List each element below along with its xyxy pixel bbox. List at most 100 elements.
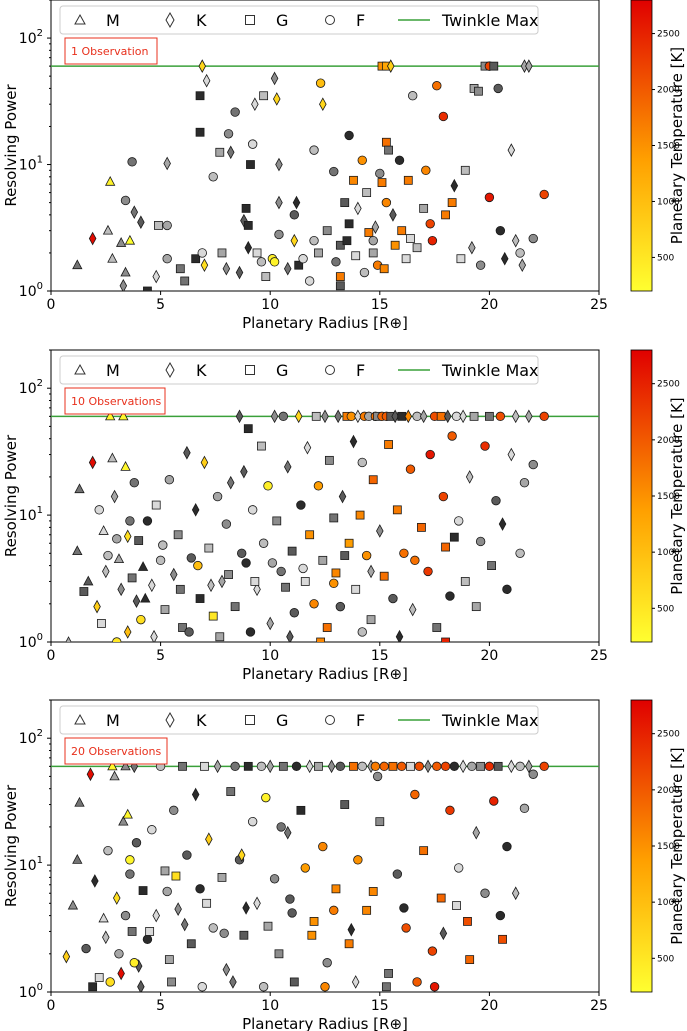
data-point-f-star [495, 411, 506, 422]
data-point-g-star [368, 248, 378, 258]
data-point-m-star [105, 175, 116, 186]
data-point-g-star [322, 226, 332, 236]
data-point-m-star [115, 237, 127, 247]
data-point-k-star [110, 489, 119, 504]
data-point-g-star [469, 411, 479, 421]
data-point-f-star [237, 548, 247, 559]
colorbar: 500 1000 1500 2000 2500 Planetary Temperature… [630, 699, 686, 993]
data-point-g-star [392, 505, 402, 515]
data-point-g-star [230, 602, 240, 612]
data-point-k-star [130, 205, 139, 220]
data-point-g-star [381, 137, 391, 147]
data-point-f-star [429, 982, 440, 992]
y-axis-label: Resolving Power [2, 784, 20, 907]
data-point-k-star [123, 529, 132, 544]
data-point-f-star [372, 771, 383, 782]
data-point-k-star [338, 489, 347, 504]
data-point-g-star [243, 424, 253, 434]
data-point-k-star [222, 261, 231, 276]
data-point-f-star [258, 982, 269, 992]
data-point-g-star [217, 248, 227, 258]
legend-label: M [106, 361, 120, 380]
data-point-k-star [518, 258, 527, 273]
data-point-k-star [439, 926, 448, 941]
data-point-g-star [368, 887, 378, 896]
data-point-f-star [359, 267, 370, 278]
legend-circle-icon [325, 715, 335, 725]
annotation-text: 20 Observations [71, 745, 161, 758]
legend-label: Twinkle Max [441, 361, 539, 380]
data-point-g-star [441, 542, 450, 552]
data-point-k-star [275, 195, 283, 210]
y-tick-base: 10 [19, 381, 37, 397]
data-point-g-star [296, 805, 306, 815]
data-point-f-star [261, 792, 271, 803]
colorbar-label: Planetary Temperature [K] [668, 47, 686, 244]
x-tick-label: 20 [480, 297, 498, 313]
y-tick-label: 101 [19, 855, 43, 874]
data-point-f-star [136, 614, 146, 625]
data-point-f-star [127, 157, 137, 167]
data-point-m-star [83, 575, 94, 586]
data-point-f-star [120, 910, 131, 921]
data-point-f-star [447, 431, 457, 441]
data-point-g-star [384, 969, 393, 978]
data-point-k-star [371, 220, 380, 234]
y-tick-label: 100 [19, 982, 43, 1001]
data-point-g-star [252, 248, 262, 258]
data-point-g-star [175, 264, 185, 274]
data-point-m-star [124, 234, 136, 245]
data-point-f-star [241, 558, 251, 568]
data-point-k-star [205, 832, 213, 847]
legend-circle-icon [325, 365, 335, 375]
data-point-g-star [143, 286, 152, 291]
data-point-g-star [200, 761, 209, 771]
data-point-g-star [329, 513, 339, 523]
data-point-g-star [460, 577, 470, 586]
y-tick-exponent: 0 [37, 281, 43, 292]
legend-label: Twinkle Max [441, 711, 539, 730]
data-point-f-star [445, 591, 455, 601]
data-point-g-star [340, 800, 350, 809]
data-point-m-star [98, 525, 109, 535]
data-point-f-star [147, 825, 157, 835]
data-point-f-star [335, 601, 346, 612]
data-point-k-star [132, 594, 141, 608]
data-point-g-star [331, 884, 341, 894]
data-point-m-star [120, 266, 131, 277]
data-point-g-star [388, 761, 398, 771]
data-point-g-star [419, 203, 429, 213]
data-point-f-star [528, 459, 538, 470]
data-point-g-star [484, 411, 494, 421]
data-point-f-star [103, 550, 113, 561]
y-tick-exponent: 1 [37, 855, 43, 866]
data-point-g-star [487, 561, 496, 570]
data-point-f-star [112, 534, 122, 544]
data-point-f-star [438, 111, 449, 122]
data-point-g-star [403, 175, 413, 185]
data-point-m-star [107, 760, 118, 771]
observation-annotation: 1 Observation [64, 37, 158, 65]
data-point-g-star [344, 219, 354, 229]
data-point-m-star [113, 553, 125, 564]
data-point-k-star [395, 629, 404, 642]
x-axis-label-text: Planetary Radius [R⊕] [242, 314, 408, 332]
data-point-g-star [274, 949, 284, 959]
x-axis-label: Planetary Radius [R⊕] [242, 1015, 408, 1031]
data-point-g-star [351, 251, 361, 261]
data-point-k-star [88, 455, 97, 470]
data-point-f-star [195, 884, 205, 894]
data-point-g-star [307, 930, 317, 940]
data-point-f-star [287, 908, 297, 918]
legend-label: G [276, 711, 288, 730]
data-point-k-star [286, 629, 294, 642]
annotation-box [64, 737, 168, 765]
legend-square-icon [245, 365, 255, 375]
data-point-m-star [107, 452, 118, 463]
data-point-f-star [357, 457, 367, 468]
data-point-g-star [498, 934, 507, 944]
colorbar-tick-label: 1500 [657, 492, 680, 502]
data-point-k-star [367, 564, 375, 579]
data-point-k-star [349, 434, 358, 449]
